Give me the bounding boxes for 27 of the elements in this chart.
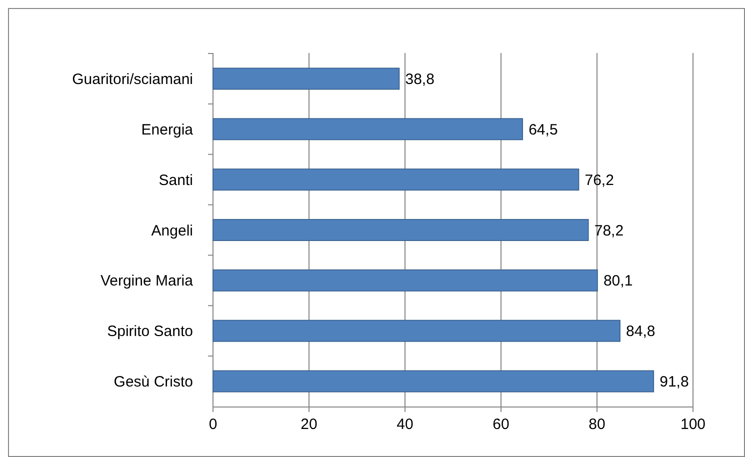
data-label: 80,1 [603,272,633,290]
bar [212,68,400,90]
y-tick-label: Guaritori/sciamani [72,70,193,88]
bar [212,370,654,392]
data-label: 64,5 [528,121,558,138]
bar [212,168,580,191]
data-label: 78,2 [594,222,624,240]
x-tick-label: 20 [300,416,318,433]
x-tick-label: 40 [396,416,414,433]
x-tick-label: 60 [492,416,510,433]
x-tick-label: 100 [680,416,706,433]
y-tick-label: Vergine Maria [100,272,194,290]
data-label: 91,8 [660,374,689,391]
y-tick-label: Gesù Cristo [114,374,193,391]
x-tick-label: 80 [588,416,606,433]
bar [212,219,589,241]
bar [212,320,620,342]
x-tick-label: 0 [208,416,218,433]
bar [212,269,598,292]
y-tick-label: Santi [158,172,193,189]
y-tick-label: Energia [141,121,194,138]
data-label: 38,8 [405,70,434,88]
y-tick-label: Angeli [151,222,193,240]
data-label: 76,2 [584,172,614,189]
data-label: 84,8 [626,323,656,340]
bar [212,118,523,140]
y-tick-label: Spirito Santo [107,323,193,340]
